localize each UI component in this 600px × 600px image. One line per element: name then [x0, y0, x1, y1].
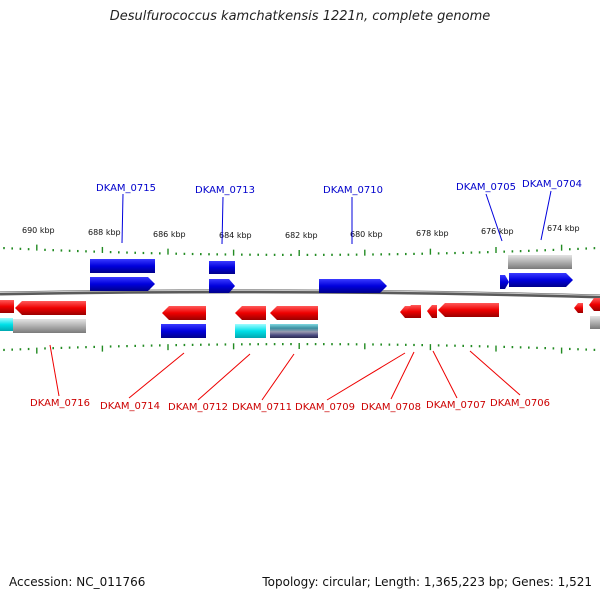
gene-label[interactable]: DKAM_0715 [96, 183, 156, 194]
reverse-strand-features [0, 298, 600, 338]
gene-feature[interactable] [235, 306, 266, 320]
label-leader-line [540, 190, 552, 241]
lower-gene-labels: DKAM_0716 DKAM_0714 DKAM_0712 DKAM_0711 … [30, 344, 550, 413]
gene-feature[interactable] [400, 306, 411, 318]
gene-label[interactable]: DKAM_0713 [195, 185, 255, 196]
gene-feature[interactable] [509, 273, 573, 287]
gene-feature[interactable] [90, 277, 155, 291]
label-leader-line [390, 351, 415, 400]
gene-label[interactable]: DKAM_0716 [30, 398, 90, 409]
label-leader-line [326, 352, 406, 401]
label-leader-line [261, 353, 295, 401]
label-leader-line [221, 196, 224, 245]
lower-tick-ring [3, 343, 596, 354]
gene-feature[interactable] [209, 279, 235, 293]
scale-label: 686 kbp [153, 230, 186, 239]
gene-feature[interactable] [0, 318, 13, 331]
gene-label[interactable]: DKAM_0711 [232, 402, 292, 413]
upper-gene-labels: DKAM_0715 DKAM_0713 DKAM_0710 DKAM_0705 … [96, 179, 582, 245]
scale-label: 680 kbp [350, 230, 383, 239]
scale-label: 676 kbp [481, 227, 514, 236]
label-leader-line [469, 350, 521, 396]
gene-label[interactable]: DKAM_0706 [490, 398, 550, 409]
scale-label: 682 kbp [285, 231, 318, 240]
gene-feature[interactable] [438, 303, 499, 317]
gene-feature[interactable] [319, 279, 387, 293]
scale-labels: 690 kbp 688 kbp 686 kbp 684 kbp 682 kbp … [22, 224, 580, 240]
label-leader-line [128, 352, 185, 399]
gene-feature[interactable] [209, 261, 235, 274]
label-leader-line [485, 193, 503, 242]
gene-label[interactable]: DKAM_0714 [100, 401, 160, 412]
gene-label[interactable]: DKAM_0709 [295, 402, 355, 413]
gene-label[interactable]: DKAM_0704 [522, 179, 582, 190]
gene-feature[interactable] [427, 305, 437, 318]
gene-feature[interactable] [13, 319, 86, 333]
gene-label[interactable]: DKAM_0712 [168, 402, 228, 413]
genome-info-text: Topology: circular; Length: 1,365,223 bp… [262, 575, 592, 589]
gene-feature[interactable] [589, 298, 600, 311]
gene-feature[interactable] [590, 316, 600, 329]
gene-feature[interactable] [15, 301, 86, 315]
gene-feature[interactable] [407, 305, 421, 318]
gene-feature[interactable] [235, 324, 266, 338]
gene-feature[interactable] [0, 300, 14, 313]
gene-feature[interactable] [161, 324, 206, 338]
label-leader-line [197, 353, 251, 401]
map-title: Desulfurococcus kamchatkensis 1221n, com… [109, 9, 491, 24]
gene-label[interactable]: DKAM_0708 [361, 402, 421, 413]
upper-tick-ring [3, 244, 596, 256]
genome-backbone [0, 289, 600, 299]
scale-label: 674 kbp [547, 224, 580, 233]
gene-feature[interactable] [90, 259, 155, 273]
scale-label: 688 kbp [88, 228, 121, 237]
forward-strand-features [90, 255, 573, 293]
gene-feature[interactable] [270, 306, 318, 320]
gene-feature[interactable] [500, 275, 509, 289]
label-leader-line [121, 193, 124, 244]
gene-feature[interactable] [270, 324, 318, 338]
gene-label[interactable]: DKAM_0705 [456, 182, 516, 193]
scale-label: 684 kbp [219, 231, 252, 240]
gene-feature[interactable] [574, 303, 583, 313]
gene-label[interactable]: DKAM_0707 [426, 400, 486, 411]
genome-backbone-highlight [0, 289, 600, 296]
accession-text: Accession: NC_011766 [9, 575, 146, 589]
gene-feature[interactable] [162, 306, 206, 320]
gene-feature[interactable] [508, 255, 572, 269]
scale-label: 678 kbp [416, 229, 449, 238]
gene-label[interactable]: DKAM_0710 [323, 185, 383, 196]
scale-label: 690 kbp [22, 226, 55, 235]
label-leader-line [432, 350, 458, 399]
label-leader-line [49, 344, 60, 397]
